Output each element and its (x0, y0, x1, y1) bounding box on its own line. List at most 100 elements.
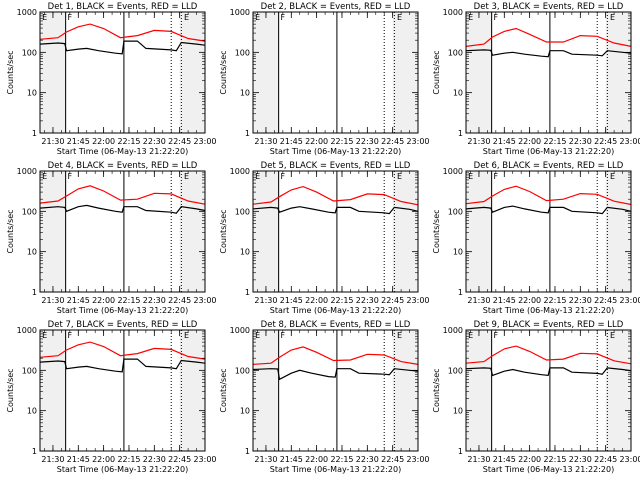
x-tick-label: 22:00 (92, 137, 115, 146)
shaded-interval (179, 12, 205, 133)
x-tick-label: 22:00 (518, 296, 541, 305)
flag-label: E (184, 172, 189, 181)
x-tick-label: 22:30 (569, 296, 592, 305)
y-tick-label: 100 (448, 48, 463, 57)
y-tick-label: 1000 (230, 167, 250, 176)
x-tick-label: 21:30 (467, 455, 490, 464)
x-tick-label: 21:45 (280, 455, 303, 464)
x-tick-label: 22:45 (168, 455, 191, 464)
panel-det-4: E F E 1 10 100 1000 21:30 21:45 22:00 22:15 22:30 22… (6, 161, 217, 315)
flag-label: E (397, 331, 402, 340)
x-tick-label: 21:30 (467, 296, 490, 305)
y-tick-label: 100 (448, 366, 463, 375)
panel-title: Det 9, BLACK = Events, RED = LLD (474, 320, 624, 330)
shaded-interval (466, 171, 493, 292)
x-tick-label: 23:00 (193, 296, 216, 305)
plot-area (253, 171, 418, 292)
y-tick-label: 100 (235, 207, 250, 216)
y-tick-label: 1 (245, 129, 250, 138)
flag-label: E (184, 13, 189, 22)
x-tick-label: 22:45 (168, 137, 191, 146)
y-axis-label: Counts/sec (432, 50, 441, 94)
panel-det-1: E F E 1 10 100 1000 21:30 21:45 22:00 22:15 22:30 22… (6, 2, 217, 156)
x-tick-label: 23:00 (193, 137, 216, 146)
y-tick-label: 10 (240, 248, 250, 257)
x-axis-label: Start Time (06-May-13 21:22:20) (483, 147, 614, 156)
y-tick-label: 10 (240, 407, 250, 416)
x-tick-label: 23:00 (406, 296, 429, 305)
y-tick-label: 1 (458, 447, 463, 456)
panel-det-3: E F E 1 10 100 1000 21:30 21:45 22:00 22:15 22:30 22… (432, 2, 640, 156)
flag-label: F (280, 172, 285, 181)
x-tick-label: 23:00 (619, 137, 640, 146)
x-tick-label: 22:30 (569, 455, 592, 464)
x-tick-label: 21:30 (254, 296, 277, 305)
plot-area (466, 12, 631, 133)
x-tick-label: 22:30 (143, 137, 166, 146)
y-tick-label: 100 (22, 366, 37, 375)
y-axis-label: Counts/sec (219, 368, 228, 412)
x-tick-label: 22:30 (356, 137, 379, 146)
panel-det-7: E F E 1 10 100 1000 21:30 21:45 22:00 22:15 22:30 22… (6, 320, 217, 474)
x-tick-label: 21:45 (493, 137, 516, 146)
y-tick-label: 10 (240, 89, 250, 98)
x-tick-label: 22:00 (305, 455, 328, 464)
flag-label: F (493, 172, 498, 181)
flag-label: F (280, 13, 285, 22)
plot-frame (252, 170, 419, 293)
panel-title: Det 7, BLACK = Events, RED = LLD (48, 320, 198, 330)
plot-area (466, 330, 631, 451)
flag-label: E (255, 331, 260, 340)
y-tick-label: 10 (453, 407, 463, 416)
x-axis-label: Start Time (06-May-13 21:22:20) (483, 465, 614, 474)
x-tick-label: 22:45 (594, 455, 617, 464)
x-axis-label: Start Time (06-May-13 21:22:20) (57, 147, 188, 156)
y-tick-label: 1 (32, 129, 37, 138)
plot-frame (39, 11, 206, 134)
x-tick-label: 22:45 (594, 296, 617, 305)
panel-det-2: E F E 1 10 100 1000 21:30 21:45 22:00 22:15 22:30 22… (219, 2, 430, 156)
panel-title: Det 8, BLACK = Events, RED = LLD (261, 320, 411, 330)
events-series-line (465, 49, 632, 58)
y-tick-label: 1 (458, 288, 463, 297)
flag-label: E (397, 13, 402, 22)
y-tick-label: 100 (235, 366, 250, 375)
flag-label: E (255, 172, 260, 181)
x-tick-label: 22:30 (356, 455, 379, 464)
x-tick-label: 23:00 (406, 137, 429, 146)
y-tick-label: 1 (32, 288, 37, 297)
shaded-interval (253, 171, 280, 292)
x-tick-label: 22:15 (543, 455, 566, 464)
plot-frame (252, 329, 419, 452)
lld-series-line (465, 185, 632, 206)
x-tick-label: 23:00 (406, 455, 429, 464)
x-tick-label: 21:45 (67, 455, 90, 464)
x-tick-label: 22:30 (143, 455, 166, 464)
plot-frame (465, 11, 632, 134)
lld-series-line (39, 341, 206, 360)
flag-label: E (610, 331, 615, 340)
plot-area (253, 12, 418, 133)
x-tick-label: 22:15 (117, 455, 140, 464)
lld-series-line (252, 185, 419, 206)
events-series-line (39, 204, 206, 214)
y-tick-label: 10 (453, 89, 463, 98)
shaded-interval (605, 171, 631, 292)
events-series-line (465, 367, 632, 377)
y-tick-label: 100 (448, 207, 463, 216)
x-tick-label: 22:30 (356, 296, 379, 305)
y-axis-label: Counts/sec (6, 209, 15, 253)
flag-label: F (67, 172, 72, 181)
y-tick-label: 1000 (443, 8, 463, 17)
x-tick-label: 23:00 (619, 296, 640, 305)
x-tick-label: 22:45 (381, 296, 404, 305)
x-tick-label: 22:00 (92, 296, 115, 305)
shaded-interval (466, 330, 493, 451)
flag-label: E (397, 172, 402, 181)
lld-series-line (39, 185, 206, 205)
flag-label: E (468, 172, 473, 181)
x-tick-label: 21:30 (254, 137, 277, 146)
lld-series-line (465, 345, 632, 365)
panel-title: Det 1, BLACK = Events, RED = LLD (48, 2, 198, 12)
x-tick-label: 21:45 (67, 296, 90, 305)
